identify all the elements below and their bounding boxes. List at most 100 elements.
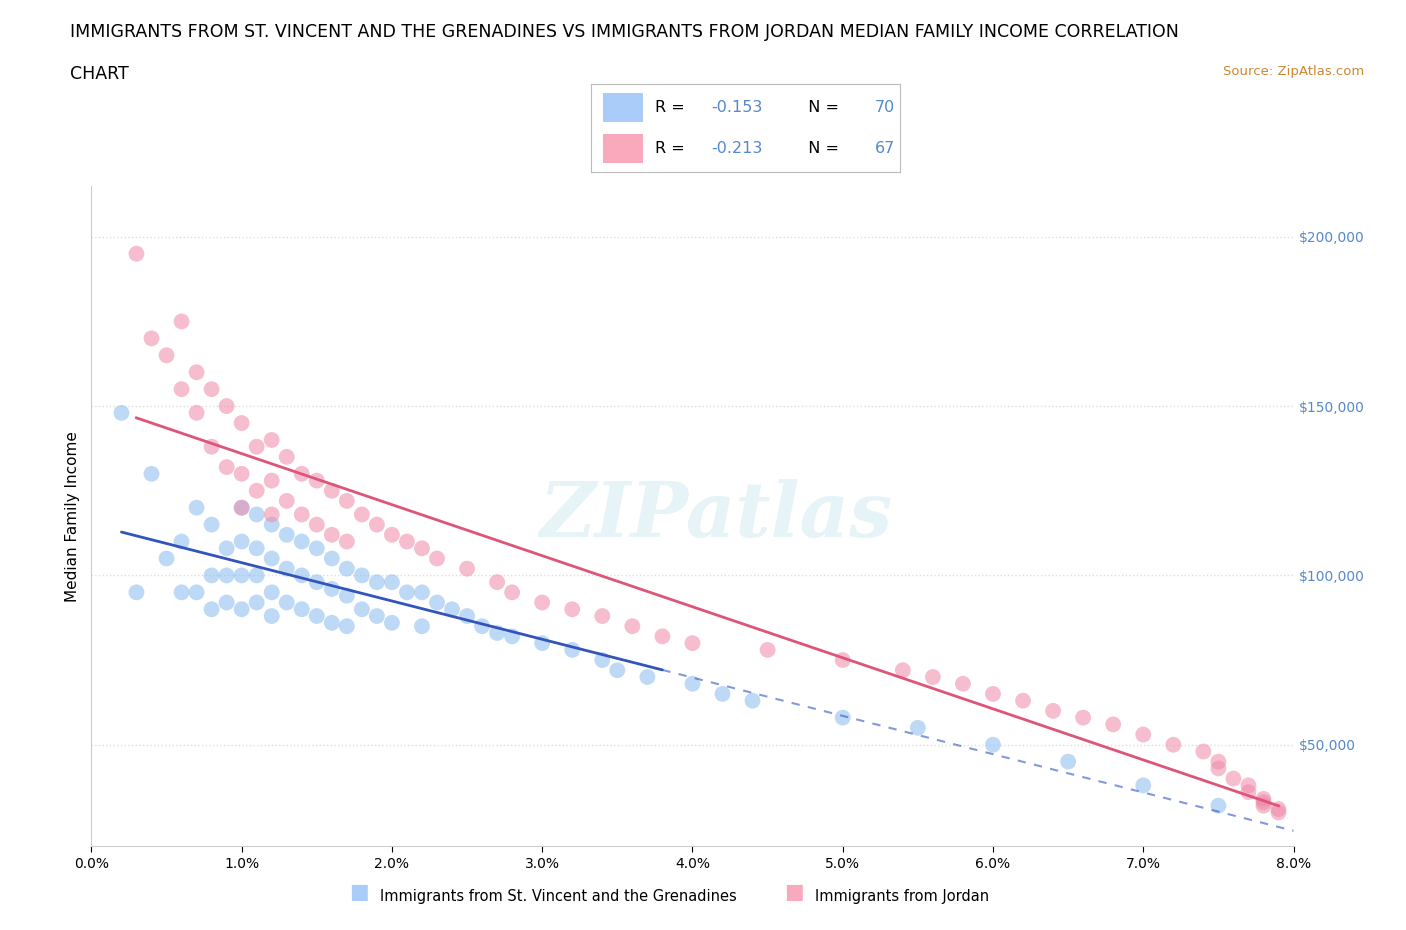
- Point: [291, 534, 314, 549]
- Point: [155, 551, 177, 566]
- Point: [1161, 737, 1184, 752]
- Point: [201, 439, 224, 454]
- Point: [260, 473, 283, 488]
- Point: [366, 575, 388, 590]
- Point: [350, 568, 373, 583]
- Point: [231, 500, 253, 515]
- Point: [440, 602, 463, 617]
- Text: Source: ZipAtlas.com: Source: ZipAtlas.com: [1223, 65, 1364, 78]
- Text: IMMIGRANTS FROM ST. VINCENT AND THE GRENADINES VS IMMIGRANTS FROM JORDAN MEDIAN : IMMIGRANTS FROM ST. VINCENT AND THE GREN…: [70, 23, 1180, 41]
- Point: [561, 602, 583, 617]
- Point: [381, 616, 404, 631]
- Text: N =: N =: [797, 140, 844, 155]
- Point: [366, 608, 388, 623]
- Point: [260, 585, 283, 600]
- Point: [1012, 693, 1035, 708]
- Point: [621, 618, 644, 633]
- Point: [155, 348, 177, 363]
- Point: [531, 595, 554, 610]
- Bar: [603, 134, 643, 164]
- Point: [1208, 798, 1230, 813]
- Point: [456, 608, 478, 623]
- Point: [141, 331, 163, 346]
- Point: [276, 494, 298, 509]
- Point: [321, 616, 343, 631]
- Point: [231, 466, 253, 481]
- Point: [426, 595, 449, 610]
- Point: [141, 466, 163, 481]
- Point: [531, 636, 554, 651]
- Text: ■: ■: [349, 882, 368, 902]
- Point: [291, 602, 314, 617]
- Point: [681, 636, 703, 651]
- Point: [1132, 777, 1154, 792]
- Point: [1267, 805, 1289, 820]
- Point: [305, 473, 328, 488]
- Point: [1192, 744, 1215, 759]
- Point: [1071, 711, 1094, 725]
- Point: [1253, 791, 1275, 806]
- Point: [711, 686, 734, 701]
- Point: [231, 534, 253, 549]
- Point: [1237, 785, 1260, 800]
- Point: [186, 500, 208, 515]
- Point: [321, 551, 343, 566]
- Point: [246, 484, 269, 498]
- Point: [1222, 771, 1244, 786]
- Text: Immigrants from St. Vincent and the Grenadines: Immigrants from St. Vincent and the Gren…: [380, 889, 737, 904]
- Point: [231, 602, 253, 617]
- Point: [366, 517, 388, 532]
- Point: [426, 551, 449, 566]
- Point: [170, 314, 193, 329]
- Point: [260, 608, 283, 623]
- Point: [456, 561, 478, 576]
- Point: [501, 585, 523, 600]
- Point: [1208, 761, 1230, 776]
- Point: [981, 686, 1004, 701]
- Text: R =: R =: [655, 140, 690, 155]
- Point: [1237, 777, 1260, 792]
- Text: N =: N =: [797, 100, 844, 115]
- Point: [1057, 754, 1080, 769]
- Point: [1267, 802, 1289, 817]
- Point: [591, 608, 613, 623]
- Text: CHART: CHART: [70, 65, 129, 83]
- Point: [381, 575, 404, 590]
- Point: [651, 629, 673, 644]
- Point: [231, 416, 253, 431]
- Point: [395, 534, 418, 549]
- Point: [291, 507, 314, 522]
- Point: [276, 595, 298, 610]
- Point: [186, 585, 208, 600]
- Point: [1102, 717, 1125, 732]
- Point: [681, 676, 703, 691]
- Point: [411, 585, 433, 600]
- Point: [1132, 727, 1154, 742]
- Point: [215, 595, 238, 610]
- Point: [305, 517, 328, 532]
- Point: [125, 246, 148, 261]
- Text: R =: R =: [655, 100, 690, 115]
- Point: [1208, 754, 1230, 769]
- Point: [186, 405, 208, 420]
- Point: [321, 581, 343, 596]
- Point: [831, 711, 853, 725]
- Point: [170, 381, 193, 396]
- Point: [260, 432, 283, 447]
- Point: [381, 527, 404, 542]
- Point: [231, 500, 253, 515]
- Point: [110, 405, 132, 420]
- Point: [246, 568, 269, 583]
- Point: [291, 466, 314, 481]
- Point: [246, 595, 269, 610]
- Point: [260, 517, 283, 532]
- Point: [981, 737, 1004, 752]
- Point: [486, 575, 509, 590]
- Point: [831, 653, 853, 668]
- Point: [395, 585, 418, 600]
- Text: 67: 67: [875, 140, 896, 155]
- Point: [336, 561, 359, 576]
- Text: ■: ■: [785, 882, 804, 902]
- Point: [350, 602, 373, 617]
- Point: [741, 693, 763, 708]
